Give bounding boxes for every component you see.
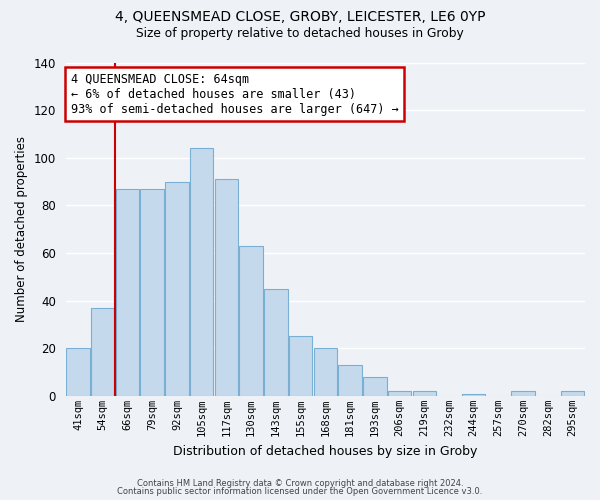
- Bar: [215, 179, 238, 396]
- Bar: [116, 188, 139, 396]
- Y-axis label: Number of detached properties: Number of detached properties: [15, 136, 28, 322]
- Bar: [363, 377, 386, 396]
- Bar: [338, 365, 362, 396]
- Bar: [462, 394, 485, 396]
- Bar: [289, 336, 313, 396]
- Bar: [561, 391, 584, 396]
- Bar: [413, 391, 436, 396]
- Text: Contains public sector information licensed under the Open Government Licence v3: Contains public sector information licen…: [118, 487, 482, 496]
- Bar: [190, 148, 214, 396]
- Text: Size of property relative to detached houses in Groby: Size of property relative to detached ho…: [136, 28, 464, 40]
- Bar: [388, 391, 411, 396]
- Text: 4, QUEENSMEAD CLOSE, GROBY, LEICESTER, LE6 0YP: 4, QUEENSMEAD CLOSE, GROBY, LEICESTER, L…: [115, 10, 485, 24]
- Bar: [91, 308, 115, 396]
- Bar: [264, 288, 287, 396]
- Text: 4 QUEENSMEAD CLOSE: 64sqm
← 6% of detached houses are smaller (43)
93% of semi-d: 4 QUEENSMEAD CLOSE: 64sqm ← 6% of detach…: [71, 72, 398, 116]
- Bar: [66, 348, 90, 396]
- Bar: [511, 391, 535, 396]
- X-axis label: Distribution of detached houses by size in Groby: Distribution of detached houses by size …: [173, 444, 478, 458]
- Text: Contains HM Land Registry data © Crown copyright and database right 2024.: Contains HM Land Registry data © Crown c…: [137, 478, 463, 488]
- Bar: [165, 182, 188, 396]
- Bar: [314, 348, 337, 396]
- Bar: [239, 246, 263, 396]
- Bar: [140, 188, 164, 396]
